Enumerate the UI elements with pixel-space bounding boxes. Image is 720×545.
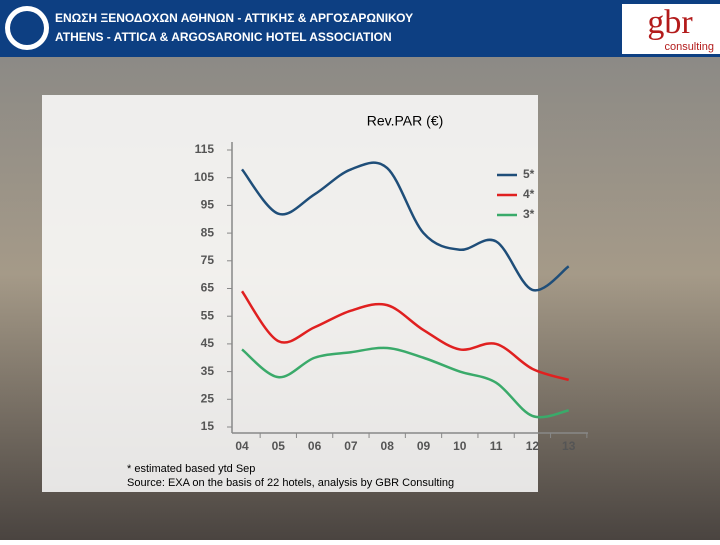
y-tick-label: 115 [195,142,215,156]
y-tick-label: 105 [194,170,214,184]
y-tick-label: 95 [201,198,215,212]
y-tick-label: 85 [201,225,215,239]
chart-title: Rev.PAR (€) [367,113,444,129]
x-tick-label: 12 [526,439,540,453]
x-tick-label: 09 [417,439,431,453]
x-tick-label: 06 [308,439,322,453]
footnote: * estimated based ytd Sep [127,463,255,475]
header-title-english: ATHENS - ATTICA & ARGOSARONIC HOTEL ASSO… [55,30,392,44]
x-tick-label: 13 [562,439,576,453]
source-note: Source: EXA on the basis of 22 hotels, a… [127,477,454,489]
y-tick-label: 55 [201,308,215,322]
x-tick-label: 08 [381,439,395,453]
x-tick-label: 05 [272,439,286,453]
y-tick-label: 15 [201,419,215,433]
legend-label: 3* [523,207,535,221]
gbr-logo-sub: consulting [664,41,714,53]
chart-panel [42,95,538,492]
x-tick-label: 07 [344,439,358,453]
gbr-logo-box [622,4,720,54]
legend-label: 4* [523,187,535,201]
association-logo-inner [10,11,44,45]
x-tick-label: 11 [490,439,503,453]
series-line [241,346,569,419]
series-line [240,290,570,382]
y-tick-label: 65 [201,281,215,295]
y-tick-label: 25 [201,391,215,405]
y-tick-label: 35 [201,364,215,378]
y-tick-label: 75 [201,253,215,267]
legend-label: 5* [523,167,535,181]
x-tick-label: 10 [453,439,467,453]
gbr-logo: gbr [647,4,693,41]
x-tick-label: 04 [235,439,249,453]
series-line [241,161,570,292]
header-band [0,0,720,57]
y-tick-label: 45 [201,336,215,350]
header-title-greek: ΕΝΩΣΗ ΞΕΝΟΔΟΧΩΝ ΑΘΗΝΩΝ - ΑΤΤΙΚΗΣ & ΑΡΓΟΣ… [55,11,413,25]
